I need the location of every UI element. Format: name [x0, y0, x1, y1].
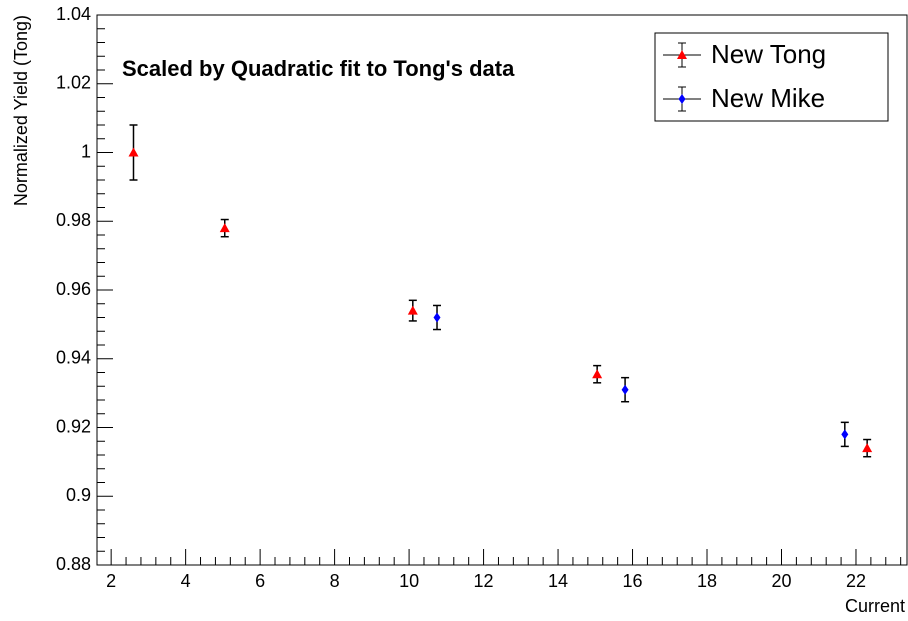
legend-marker — [678, 94, 686, 104]
x-tick-label: 10 — [399, 571, 419, 591]
y-tick-label: 1.04 — [56, 4, 91, 24]
legend-label: New Tong — [711, 39, 826, 69]
y-tick-label: 1.02 — [56, 73, 91, 93]
marker — [841, 429, 849, 440]
x-tick-label: 20 — [771, 571, 791, 591]
marker — [219, 223, 230, 233]
x-tick-label: 16 — [623, 571, 643, 591]
legend-marker — [677, 50, 687, 59]
y-tick-label: 0.98 — [56, 210, 91, 230]
x-tick-label: 22 — [846, 571, 866, 591]
y-tick-label: 0.96 — [56, 279, 91, 299]
y-tick-label: 1 — [81, 141, 91, 161]
x-tick-label: 8 — [330, 571, 340, 591]
x-tick-label: 2 — [106, 571, 116, 591]
marker — [433, 312, 441, 323]
marker — [621, 384, 629, 395]
y-tick-label: 0.92 — [56, 416, 91, 436]
marker — [407, 305, 418, 315]
x-tick-label: 6 — [255, 571, 265, 591]
y-axis-label: Normalized Yield (Tong) — [11, 15, 31, 206]
y-tick-label: 0.88 — [56, 554, 91, 574]
x-tick-label: 4 — [181, 571, 191, 591]
x-tick-label: 18 — [697, 571, 717, 591]
x-axis-label: Current — [845, 596, 905, 616]
x-tick-label: 14 — [548, 571, 568, 591]
x-tick-label: 12 — [474, 571, 494, 591]
marker — [128, 147, 139, 157]
y-tick-label: 0.94 — [56, 348, 91, 368]
marker — [592, 369, 603, 379]
chart-title: Scaled by Quadratic fit to Tong's data — [122, 56, 515, 81]
marker — [862, 443, 873, 453]
legend-box — [654, 32, 889, 122]
y-tick-label: 0.9 — [66, 485, 91, 505]
legend-label: New Mike — [711, 83, 825, 113]
